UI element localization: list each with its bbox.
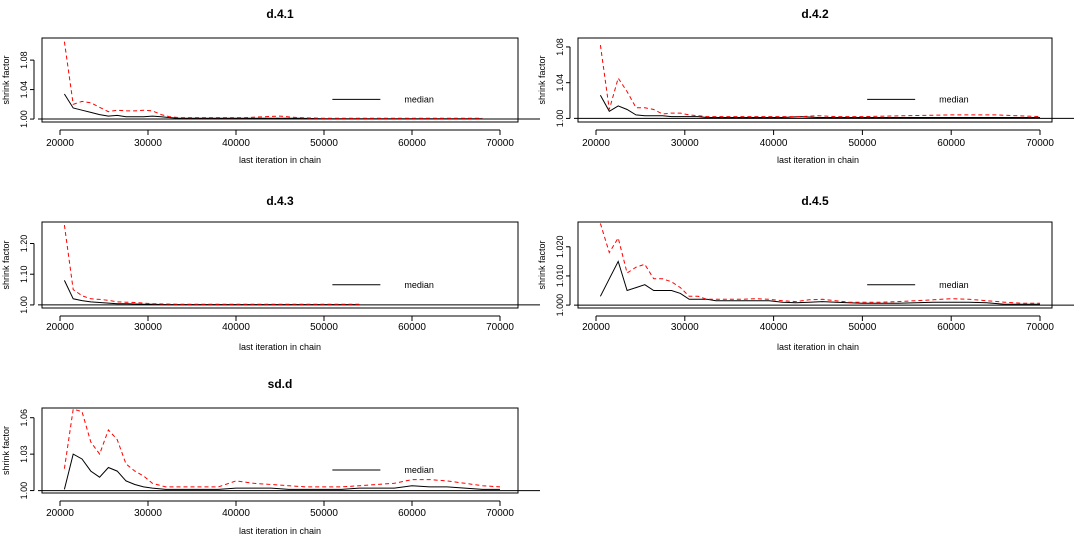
- x-axis-label: last iteration in chain: [777, 342, 859, 352]
- y-tick-label: 1.00: [555, 110, 565, 128]
- median-line: [599, 260, 1040, 305]
- upper-quantile-line: [599, 223, 1040, 304]
- chart-panel-d-4-2: d.4.2 20000 30000 40000 50000 60000 70000 last …: [537, 7, 1074, 165]
- median-line: [63, 280, 360, 306]
- plot-frame: [41, 407, 519, 494]
- plot-frame: [41, 37, 519, 123]
- median-line: [63, 453, 500, 490]
- y-axis-label: shrink factor: [537, 240, 547, 289]
- legend-median-label: median: [939, 280, 969, 290]
- upper-quantile-line: [63, 225, 360, 305]
- legend-median-label: median: [404, 94, 434, 104]
- x-tick-label: 40000: [760, 322, 788, 333]
- x-tick-label: 50000: [310, 138, 338, 149]
- chart-panel-d-4-1: d.4.1 20000 30000 40000 50000 60000 70000 last …: [1, 7, 540, 165]
- y-tick-label: 1.010: [555, 265, 565, 288]
- x-tick-label: 30000: [671, 138, 699, 149]
- chart-title: d.4.1: [266, 7, 294, 21]
- upper-quantile-line: [63, 41, 483, 119]
- y-tick-label: 1.04: [555, 74, 565, 92]
- plot-frame: [577, 221, 1053, 309]
- x-tick-label: 70000: [486, 508, 514, 519]
- x-tick-label: 20000: [46, 322, 74, 333]
- x-tick-label: 50000: [848, 322, 876, 333]
- x-tick-label: 40000: [222, 138, 250, 149]
- y-tick-label: 1.20: [19, 235, 29, 253]
- chart-title: sd.d: [268, 377, 293, 391]
- x-tick-label: 60000: [398, 138, 426, 149]
- y-tick-label: 1.03: [19, 445, 29, 463]
- x-tick-label: 70000: [486, 322, 514, 333]
- y-tick-label: 1.06: [19, 409, 29, 427]
- x-axis-label: last iteration in chain: [777, 155, 859, 165]
- x-tick-label: 40000: [222, 508, 250, 519]
- x-tick-label: 20000: [46, 508, 74, 519]
- x-tick-label: 70000: [1026, 138, 1054, 149]
- chart-title: d.4.2: [801, 7, 829, 21]
- chart-panel-d-4-3: d.4.3 20000 30000 40000 50000 60000 70000 last …: [1, 194, 540, 352]
- y-axis-label: shrink factor: [1, 426, 11, 475]
- chart-panel-sd-d: sd.d 20000 30000 40000 50000 60000 70000 last i…: [1, 377, 540, 536]
- y-axis-label: shrink factor: [1, 55, 11, 104]
- y-tick-label: 1.00: [19, 296, 29, 314]
- x-axis-label: last iteration in chain: [239, 155, 321, 165]
- y-tick-label: 1.020: [555, 236, 565, 259]
- y-tick-label: 1.08: [555, 38, 565, 56]
- legend-median-label: median: [404, 465, 434, 475]
- x-tick-label: 60000: [398, 508, 426, 519]
- x-tick-label: 20000: [582, 138, 610, 149]
- x-tick-label: 50000: [310, 322, 338, 333]
- y-tick-label: 1.00: [19, 482, 29, 500]
- chart-panel-d-4-5: d.4.5 20000 30000 40000 50000 60000 70000 last …: [537, 194, 1074, 352]
- plot-frame: [41, 221, 519, 309]
- x-tick-label: 60000: [937, 322, 965, 333]
- y-tick-label: 1.00: [19, 110, 29, 128]
- x-tick-label: 60000: [398, 322, 426, 333]
- x-axis-label: last iteration in chain: [239, 342, 321, 352]
- x-tick-label: 70000: [486, 138, 514, 149]
- x-tick-label: 30000: [134, 138, 162, 149]
- x-tick-label: 60000: [937, 138, 965, 149]
- x-tick-label: 40000: [760, 138, 788, 149]
- x-tick-label: 30000: [671, 322, 699, 333]
- plot-frame: [577, 37, 1053, 123]
- y-axis-label: shrink factor: [537, 55, 547, 104]
- x-tick-label: 30000: [134, 322, 162, 333]
- legend-median-label: median: [939, 94, 969, 104]
- x-tick-label: 50000: [310, 508, 338, 519]
- median-line: [63, 93, 483, 120]
- x-tick-label: 50000: [848, 138, 876, 149]
- y-tick-label: 1.04: [19, 81, 29, 99]
- y-tick-label: 1.08: [19, 51, 29, 69]
- upper-quantile-line: [599, 45, 1041, 118]
- x-axis-label: last iteration in chain: [239, 526, 321, 536]
- legend-median-label: median: [404, 280, 434, 290]
- chart-title: d.4.5: [801, 194, 829, 208]
- chart-title: d.4.3: [266, 194, 294, 208]
- y-tick-label: 1.10: [19, 265, 29, 283]
- x-tick-label: 70000: [1026, 322, 1054, 333]
- y-tick-label: 1.000: [555, 294, 565, 317]
- x-tick-label: 20000: [582, 322, 610, 333]
- y-axis-label: shrink factor: [1, 240, 11, 289]
- median-line: [599, 94, 1040, 118]
- x-tick-label: 30000: [134, 508, 162, 519]
- upper-quantile-line: [63, 408, 501, 488]
- x-tick-label: 40000: [222, 322, 250, 333]
- x-tick-label: 20000: [46, 138, 74, 149]
